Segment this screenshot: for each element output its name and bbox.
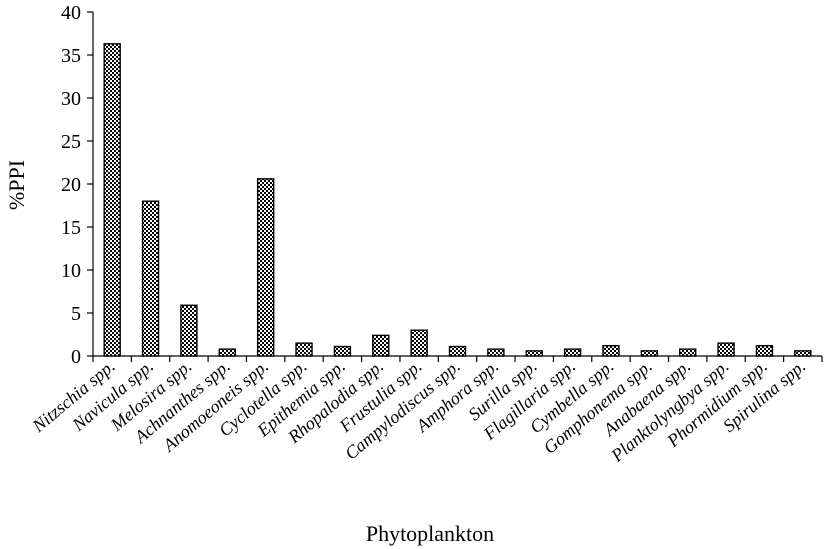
y-tick-label: 25 bbox=[61, 131, 81, 153]
bar-3 bbox=[218, 348, 236, 357]
bar-7 bbox=[372, 334, 390, 357]
bar-9 bbox=[448, 345, 467, 357]
y-tick-label: 0 bbox=[71, 346, 81, 368]
y-tick-label: 10 bbox=[61, 260, 81, 282]
bar-18 bbox=[794, 350, 812, 357]
bar-14 bbox=[640, 350, 659, 357]
bar-1 bbox=[141, 200, 160, 357]
y-tick-label: 5 bbox=[71, 303, 81, 325]
bar-2 bbox=[180, 304, 198, 357]
bar-17 bbox=[755, 344, 774, 357]
y-tick-label: 30 bbox=[61, 88, 81, 110]
y-axis-title: %PPI bbox=[4, 160, 29, 210]
category-labels: Nitzschia spp.Navicula spp.Melosira spp.… bbox=[28, 356, 810, 466]
y-tick-label: 35 bbox=[61, 45, 81, 67]
bar-10 bbox=[487, 348, 505, 357]
bar-16 bbox=[717, 342, 735, 357]
bar-15 bbox=[679, 348, 697, 357]
bar-12 bbox=[563, 348, 582, 357]
bar-5 bbox=[295, 342, 313, 357]
x-axis-title: Phytoplankton bbox=[366, 521, 494, 546]
bar-11 bbox=[525, 350, 543, 357]
y-axis: 0 5 10 15 20 25 30 35 40 bbox=[61, 2, 94, 368]
y-tick-label: 40 bbox=[61, 2, 81, 24]
y-tick-label: 20 bbox=[61, 174, 81, 196]
bar-0 bbox=[103, 43, 121, 357]
bar-6 bbox=[333, 345, 352, 357]
bar-8 bbox=[410, 329, 428, 357]
bar-13 bbox=[602, 344, 620, 357]
bar-4 bbox=[256, 178, 275, 357]
y-tick-label: 15 bbox=[61, 217, 81, 239]
bars bbox=[103, 43, 812, 357]
